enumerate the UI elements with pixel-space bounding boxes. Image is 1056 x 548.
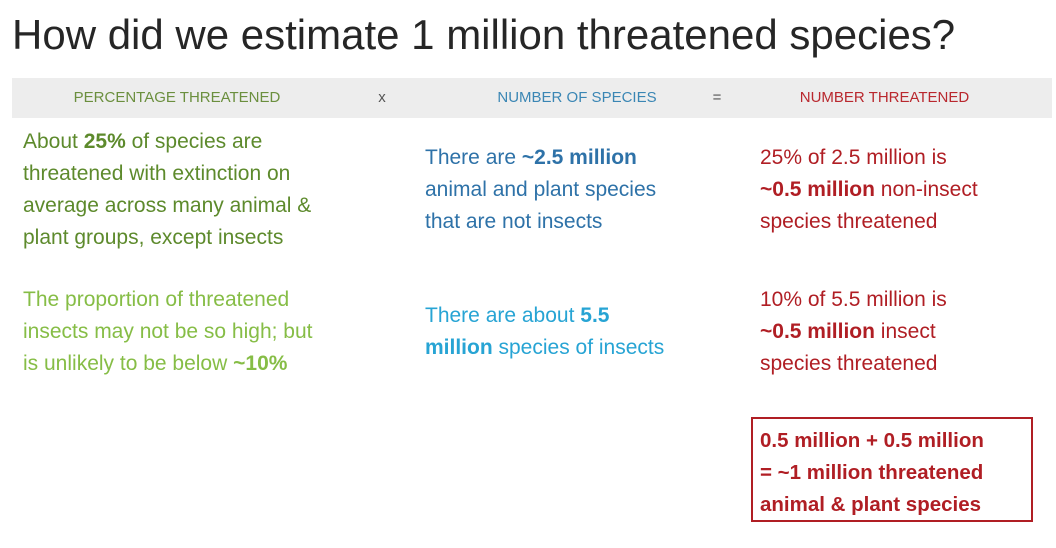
text-segment: There are about (425, 304, 581, 327)
total-line2: = ~1 million threatened (760, 461, 984, 484)
row1-threatened-line2: ~0.5 million non-insect (760, 174, 978, 206)
row2-percentage-text: The proportion of threatened insects may… (23, 284, 313, 380)
text-segment: species of insects (492, 336, 665, 359)
header-percentage-threatened: PERCENTAGE THREATENED (73, 89, 281, 106)
highlight-value: ~0.5 million (760, 320, 875, 343)
row2-threatened-line3: species threatened (760, 352, 938, 375)
row1-percentage-line2: threatened with extinction on (23, 162, 291, 185)
text-segment: of species are (125, 130, 263, 153)
row2-number-line2: million species of insects (425, 332, 664, 364)
row1-percentage-line4: plant groups, except insects (23, 226, 284, 249)
header-equals-operator: = (712, 89, 722, 106)
row1-threatened-text: 25% of 2.5 million is ~0.5 million non-i… (760, 142, 978, 238)
row1-number-text: There are ~2.5 million animal and plant … (425, 142, 656, 238)
row2-threatened-text: 10% of 5.5 million is ~0.5 million insec… (760, 284, 947, 380)
text-segment: non-insect (874, 178, 978, 201)
total-line3: animal & plant species (760, 493, 982, 516)
row1-threatened-line1: 25% of 2.5 million is (760, 146, 947, 169)
highlight-value: ~10% (233, 352, 288, 375)
row1-number-line1: There are ~2.5 million (425, 142, 656, 174)
highlight-value: ~0.5 million (760, 178, 875, 201)
text-segment: insect (874, 320, 936, 343)
text-segment: is unlikely to be below (23, 352, 234, 375)
header-number-threatened: NUMBER THREATENED (799, 89, 970, 106)
row1-threatened-line3: species threatened (760, 210, 938, 233)
row2-number-text: There are about 5.5 million species of i… (425, 300, 664, 364)
row1-number-line3: that are not insects (425, 210, 603, 233)
page-title: How did we estimate 1 million threatened… (12, 11, 956, 58)
header-number-of-species: NUMBER OF SPECIES (497, 89, 657, 106)
highlight-value: 5.5 (580, 304, 610, 327)
row1-percentage-line3: average across many animal & (23, 194, 312, 217)
row2-number-line1: There are about 5.5 (425, 300, 664, 332)
column-header-bar: PERCENTAGE THREATENED x NUMBER OF SPECIE… (12, 78, 1052, 118)
row1-percentage-line1: About 25% of species are (23, 126, 311, 158)
highlight-value: ~2.5 million (521, 146, 637, 169)
total-summary-box: 0.5 million + 0.5 million = ~1 million t… (751, 417, 1033, 522)
row2-percentage-line3: is unlikely to be below ~10% (23, 348, 313, 380)
highlight-value: 25% (83, 130, 126, 153)
text-segment: There are (425, 146, 522, 169)
row2-threatened-line2: ~0.5 million insect (760, 316, 947, 348)
row2-percentage-line2: insects may not be so high; but (23, 320, 313, 343)
total-line1: 0.5 million + 0.5 million (760, 429, 984, 452)
row2-percentage-line1: The proportion of threatened (23, 288, 290, 311)
row1-number-line2: animal and plant species (425, 178, 657, 201)
row2-threatened-line1: 10% of 5.5 million is (760, 288, 947, 311)
text-segment: About (23, 130, 84, 153)
header-multiply-operator: x (378, 89, 386, 106)
row1-percentage-text: About 25% of species are threatened with… (23, 126, 311, 254)
highlight-value: million (425, 336, 493, 359)
